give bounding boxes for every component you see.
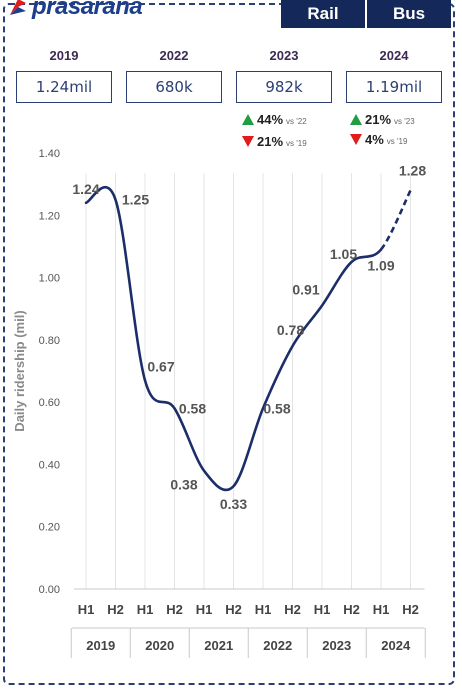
y-tick-label: 0.20	[39, 522, 60, 534]
change-2024-vs-2023: 21% vs '23	[350, 112, 415, 127]
data-label: 0.58	[179, 400, 206, 416]
data-label: 0.38	[170, 477, 197, 493]
change-pct: 21%	[365, 112, 392, 127]
x-tick-label: H2	[343, 602, 360, 617]
year-label: 2023	[322, 638, 351, 653]
summary-value-2019: 1.24mil	[16, 71, 112, 103]
x-tick-label: H1	[137, 602, 154, 617]
data-label: 1.28	[399, 162, 426, 178]
summary-year-2022: 2022	[159, 48, 189, 63]
summary-year-2023: 2023	[269, 48, 299, 63]
x-tick-label: H2	[166, 602, 183, 617]
x-tick-label: H2	[225, 602, 242, 617]
y-tick-label: 1.00	[39, 273, 60, 285]
arrow-up-icon	[242, 114, 254, 125]
chart-frame	[3, 3, 455, 685]
change-2023-vs-2022: 44% vs '22	[242, 112, 307, 127]
x-tick-label: H2	[284, 602, 301, 617]
x-tick-label: H1	[314, 602, 331, 617]
brand-logo: prasarana	[8, 0, 143, 20]
bus-toggle-button[interactable]: Bus	[367, 0, 451, 28]
summary-value-2023: 982k	[236, 71, 332, 103]
year-label: 2024	[381, 638, 411, 653]
change-vs: vs '23	[394, 117, 415, 126]
prasarana-logo-icon	[8, 0, 28, 17]
x-tick-label: H1	[255, 602, 272, 617]
change-2024-vs-2019: 4% vs '19	[350, 132, 407, 147]
year-label: 2020	[145, 638, 174, 653]
y-tick-label: 0.80	[39, 335, 60, 347]
y-tick-label: 0.00	[39, 584, 60, 596]
y-axis-label: Daily ridership (mil)	[12, 310, 27, 431]
data-label: 1.05	[330, 246, 357, 262]
summary-year-2024: 2024	[379, 48, 409, 63]
summary-value-2024: 1.19mil	[346, 71, 442, 103]
x-tick-label: H1	[78, 602, 95, 617]
y-tick-label: 1.20	[39, 210, 60, 222]
data-label: 1.09	[367, 258, 394, 274]
change-vs: vs '19	[386, 137, 408, 146]
x-tick-label: H1	[196, 602, 213, 617]
data-label: 1.25	[122, 192, 149, 208]
series-line-projected	[379, 189, 412, 251]
arrow-down-icon	[350, 134, 362, 145]
data-label: 0.58	[263, 400, 290, 416]
data-label: 0.91	[292, 282, 319, 298]
arrow-down-icon	[242, 136, 254, 147]
change-pct: 44%	[257, 112, 284, 127]
x-tick-label: H2	[107, 602, 124, 617]
brand-name: prasarana	[32, 0, 143, 20]
data-label: 1.24	[72, 181, 99, 197]
year-label: 2021	[204, 638, 233, 653]
change-pct: 4%	[365, 132, 384, 147]
y-tick-label: 0.40	[39, 459, 60, 471]
year-label: 2022	[263, 638, 292, 653]
series-line	[84, 185, 383, 492]
data-label: 0.33	[220, 496, 247, 512]
data-label: 0.78	[277, 322, 304, 338]
year-label: 2019	[86, 638, 115, 653]
y-tick-label: 1.40	[39, 148, 60, 160]
x-tick-label: H1	[373, 602, 390, 617]
change-vs: vs '19	[286, 139, 307, 148]
change-2023-vs-2019: 21% vs '19	[242, 134, 307, 149]
summary-year-2019: 2019	[49, 48, 79, 63]
y-tick-label: 0.60	[39, 397, 60, 409]
summary-value-2022: 680k	[126, 71, 222, 103]
data-label: 0.67	[147, 358, 174, 374]
x-tick-label: H2	[402, 602, 419, 617]
rail-toggle-button[interactable]: Rail	[281, 0, 365, 28]
change-vs: vs '22	[286, 117, 307, 126]
arrow-up-icon	[350, 114, 362, 125]
change-pct: 21%	[257, 134, 284, 149]
